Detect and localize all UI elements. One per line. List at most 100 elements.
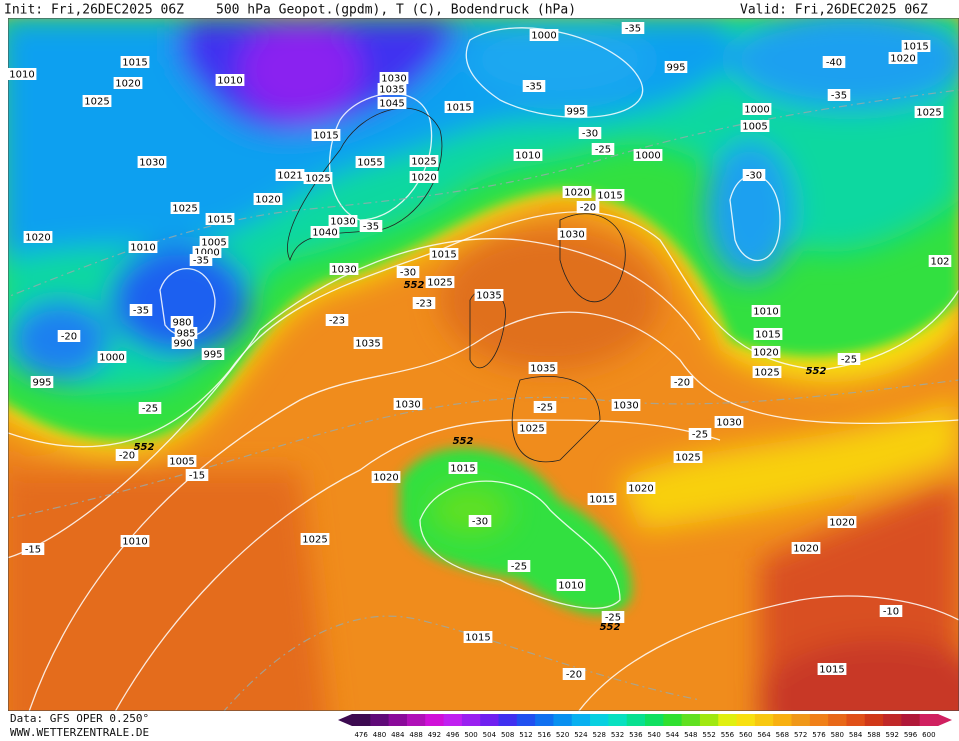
pressure-label: 995 [203,350,222,361]
pressure-label: 1030 [331,265,356,276]
pressure-label: 1030 [613,401,638,412]
scale-label: 484 [391,731,405,739]
temperature-label-box [138,402,162,414]
scale-swatch [553,714,573,726]
pressure-label-box [205,213,235,225]
scale-swatch [773,714,792,726]
temperature-label-box [522,80,546,92]
temperature-label-box [576,201,600,213]
pressure-label: 1020 [411,173,436,184]
pressure-label: 1030 [395,400,420,411]
temperature-label-box [591,143,615,155]
pressure-label-box [714,416,744,428]
pressure-label-box [901,40,931,52]
scale-label: 548 [684,731,697,739]
pressure-label: 1020 [564,188,589,199]
pressure-label: 1010 [9,70,34,81]
scale-label: 516 [538,731,552,739]
scale-swatch [791,714,811,726]
pressure-label: 1020 [628,484,653,495]
scale-swatch [370,714,390,726]
pressure-label: 1015 [313,131,338,142]
scale-swatch [608,714,628,726]
scale-label: 480 [373,731,386,739]
pressure-label-box [300,533,330,545]
scale-swatch [883,714,902,726]
pressure-label: 1000 [194,248,219,259]
height-label: 552 [404,280,425,291]
scale-swatch [352,714,371,726]
pressure-label-box [275,169,305,181]
pressure-label: 1010 [558,581,583,592]
pressure-label: 1015 [755,330,780,341]
pressure-label-box [199,236,229,248]
scale-label: 544 [666,731,680,739]
pressure-label: 1005 [201,238,226,249]
pressure-label-box [170,202,200,214]
pressure-label: 1020 [753,348,778,359]
temperature-label-box [601,611,625,623]
temperature-label: -25 [142,404,158,415]
scale-label: 532 [611,731,624,739]
pressure-label: 1020 [255,195,280,206]
temperature-label: -30 [582,129,598,140]
pressure-label-box [517,422,547,434]
temperature-label-box [57,330,81,342]
temperature-label-box [670,376,694,388]
pressure-label-box [740,120,770,132]
pressure-label-box [429,248,459,260]
pressure-label: 1015 [431,250,456,261]
pressure-label-box [564,105,588,117]
temperature-label-box [578,127,602,139]
scale-swatch [736,714,756,726]
scale-swatch [406,714,426,726]
temperature-label-box [827,89,851,101]
temperature-label-box [742,169,766,181]
pressure-label-box [611,399,641,411]
scale-label: 512 [519,731,532,739]
temperature-label: -25 [692,430,708,441]
temperature-label-box [468,515,492,527]
map: 1015 1010 1020 1025 1010 1030 1025 1015 1020 1020… [8,18,959,711]
pressure-label-box [914,106,944,118]
scale-swatch [681,714,701,726]
scale-swatch [828,714,847,726]
temperature-label: -20 [566,670,582,681]
pressure-label: 980 [172,318,191,329]
pressure-label-box [201,348,225,360]
pressure-label-box [82,95,112,107]
scale-label: 488 [409,731,422,739]
pressure-label: 1030 [381,74,406,85]
init-time: Init: Fri,26DEC2025 06Z [4,3,184,18]
scale-label: 572 [794,731,807,739]
height-label: 552 [453,436,474,447]
scale-label: 500 [464,731,477,739]
temperature-label-box [396,266,420,278]
pressure-label: 1015 [819,665,844,676]
pressure-label-box [463,631,493,643]
pressure-label: 1025 [302,535,327,546]
scale-swatch [388,714,408,726]
pressure-label-box [751,305,781,317]
temperature-label: -40 [826,58,842,69]
temperature-label-box [189,254,213,266]
pressure-label-box [751,346,781,358]
pressure-label-box [513,149,543,161]
pressure-label: 1025 [411,157,436,168]
pressure-label-box [928,255,952,267]
pressure-label: 1005 [742,122,767,133]
pressure-label: 1025 [427,278,452,289]
pressure-label: 1030 [330,217,355,228]
pressure-label: 1030 [716,418,741,429]
pressure-label-box [97,351,127,363]
pressure-label: 1010 [130,243,155,254]
scale-label: 556 [721,731,735,739]
pressure-label-box [817,663,847,675]
scale-label: 520 [556,731,569,739]
pressure-label: 995 [32,378,51,389]
pressure-label-box [371,471,401,483]
temperature-label: -25 [605,613,621,624]
scale-label: 580 [831,731,844,739]
temperature-label: -23 [416,299,432,310]
